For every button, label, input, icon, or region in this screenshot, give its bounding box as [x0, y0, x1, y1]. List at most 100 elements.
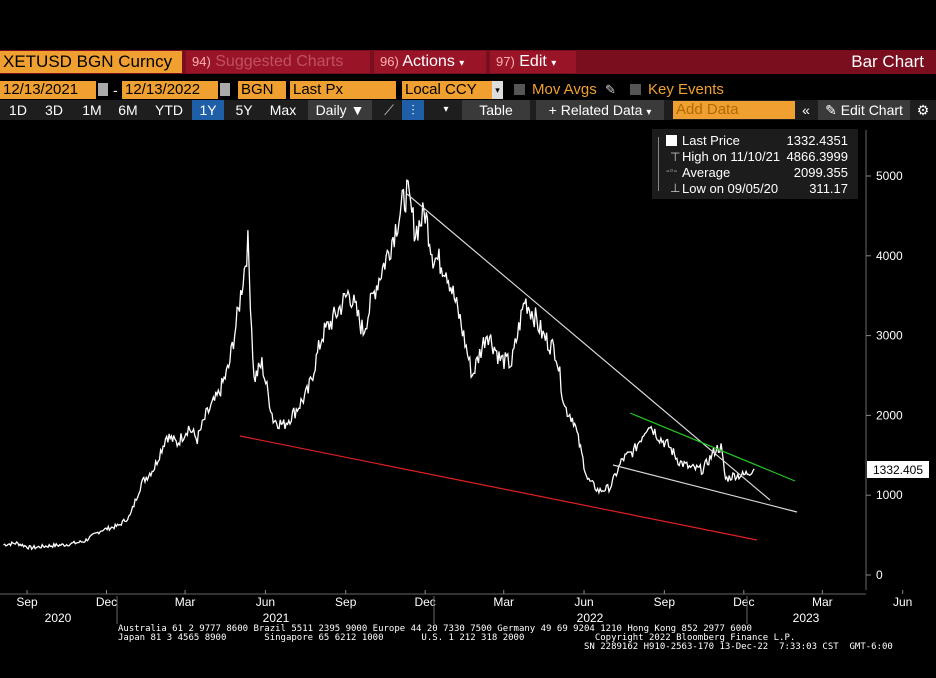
period-button-1y[interactable]: 1Y: [192, 100, 224, 120]
legend-high-label: High on 11/10/21: [682, 149, 781, 164]
calendar-icon[interactable]: [98, 83, 108, 96]
x-year-labels: 2020 2021 2022 2023: [45, 596, 820, 625]
y-tick-label: 4000: [876, 249, 903, 263]
period-button-ytd[interactable]: YTD: [155, 102, 183, 118]
edit-label: Edit: [519, 53, 547, 70]
green-trend-line: [629, 412, 796, 482]
x-year-label: 2020: [45, 611, 72, 625]
x-tick-label: Dec: [414, 595, 435, 609]
mov-avgs-label[interactable]: Mov Avgs: [532, 81, 597, 98]
x-year-label: 2023: [793, 611, 820, 625]
legend-bracket: [658, 137, 665, 191]
x-tick-label: Mar: [812, 595, 833, 609]
last-price-swatch: [666, 135, 677, 146]
chevron-down-icon[interactable]: ▾: [492, 81, 503, 99]
table-button[interactable]: Table: [462, 100, 530, 120]
mov-avgs-checkbox[interactable]: [514, 84, 525, 95]
calendar-icon[interactable]: [220, 83, 230, 96]
last-value-label: 1332.405: [873, 463, 923, 477]
y-tick-label: 5000: [876, 169, 903, 183]
average-marker-icon: -◦-: [666, 165, 678, 177]
pencil-icon: ✎: [825, 102, 837, 118]
x-axis-ticks: Sep Dec Mar Jun Sep Dec Mar Jun Sep Dec Mar Jun: [16, 590, 912, 609]
edit-number: 97): [496, 54, 515, 69]
chevron-down-icon: ▼: [350, 102, 365, 118]
x-tick-label: Jun: [893, 595, 912, 609]
footer-copyright-line: Japan 81 3 4565 8900 Singapore 65 6212 1…: [118, 633, 796, 643]
period-button-5y[interactable]: 5Y: [235, 102, 253, 118]
y-tick-label: 2000: [876, 408, 903, 422]
last-value-box: [867, 461, 929, 478]
gear-icon[interactable]: ⚙: [916, 102, 930, 118]
line-chart-icon[interactable]: ⟋: [384, 102, 394, 118]
chevron-down-icon[interactable]: ▾: [443, 104, 449, 115]
y-tick-label: 0: [876, 568, 883, 582]
chart-legend[interactable]: Last Price 1332.4351 ⊤ High on 11/10/21 …: [652, 129, 858, 199]
legend-low-label: Low on 09/05/20: [682, 181, 779, 196]
x-tick-label: Mar: [175, 595, 196, 609]
legend-last-label: Last Price: [682, 133, 740, 148]
y-tick-label: 3000: [876, 329, 903, 343]
function-header-bar: XETUSD BGN Curncy 94) Suggested Charts 9…: [0, 50, 936, 74]
pencil-icon[interactable]: ✎: [605, 82, 616, 97]
high-marker-icon: ⊤: [670, 150, 681, 164]
suggested-charts-label: Suggested Charts: [215, 53, 344, 70]
key-events-label[interactable]: Key Events: [648, 81, 724, 98]
y-axis-ticks: 0 1000 2000 3000 4000 5000: [866, 169, 903, 582]
start-date-input[interactable]: 12/13/2021: [0, 81, 96, 99]
x-tick-label: Jun: [574, 595, 593, 609]
x-tick-label: Sep: [16, 595, 38, 609]
suggested-charts-number: 94): [192, 54, 211, 69]
end-date-input[interactable]: 12/13/2022: [122, 81, 218, 99]
period-button-1d[interactable]: 1D: [9, 102, 27, 118]
footer-session-line: SN 2289162 H910-2563-170 13-Dec-22 7:33:…: [584, 642, 893, 652]
actions-menu[interactable]: 96) Actions ▾: [374, 51, 486, 73]
related-data-label: + Related Data: [548, 102, 643, 118]
x-year-label: 2022: [577, 611, 604, 625]
low-marker-icon: ⊥: [670, 181, 681, 195]
collapse-icon[interactable]: «: [802, 102, 810, 118]
add-data-input[interactable]: Add Data: [673, 101, 795, 119]
footer-contacts-line: Australia 61 2 9777 8600 Brazil 5511 239…: [118, 624, 752, 634]
chevron-down-icon: ▾: [551, 58, 557, 69]
frequency-select[interactable]: Daily ▼: [308, 100, 372, 120]
x-tick-label: Dec: [733, 595, 754, 609]
legend-high-value: 4866.3999: [786, 149, 848, 164]
x-year-label: 2021: [263, 611, 290, 625]
x-tick-label: Jun: [256, 595, 275, 609]
period-button-max[interactable]: Max: [269, 102, 297, 118]
frequency-label: Daily: [315, 102, 347, 118]
source-input[interactable]: BGN: [238, 81, 286, 99]
date-separator: -: [113, 82, 118, 98]
bar-chart-icon[interactable]: ⫶: [402, 100, 424, 120]
view-title: Bar Chart: [851, 52, 924, 71]
x-tick-label: Dec: [96, 595, 117, 609]
ticker-field[interactable]: XETUSD BGN Curncy: [0, 51, 182, 73]
x-tick-label: Mar: [493, 595, 514, 609]
field-input[interactable]: Last Px: [290, 81, 396, 99]
x-tick-label: Sep: [654, 595, 676, 609]
period-button-3d[interactable]: 3D: [45, 102, 63, 118]
actions-number: 96): [380, 54, 399, 69]
legend-average-label: Average: [682, 165, 731, 180]
period-button-6m[interactable]: 6M: [118, 102, 138, 118]
period-button-1m[interactable]: 1M: [82, 102, 102, 118]
chevron-down-icon: ▾: [646, 107, 652, 118]
edit-chart-button[interactable]: ✎ Edit Chart: [818, 100, 910, 120]
legend-average-value: 2099.355: [793, 165, 848, 180]
related-data-button[interactable]: + Related Data ▾: [536, 100, 664, 120]
legend-last-value: 1332.4351: [786, 133, 848, 148]
chevron-down-icon: ▾: [459, 58, 465, 69]
key-events-checkbox[interactable]: [630, 84, 641, 95]
x-tick-label: Sep: [335, 595, 357, 609]
lower-trend-line: [239, 435, 758, 541]
currency-select[interactable]: Local CCY: [402, 81, 492, 99]
wedge-lower-line: [612, 464, 798, 513]
price-series-line: [3, 179, 755, 551]
chart-toolbar: 1D 3D 1M 6M YTD 1Y 5Y Max Daily ▼ ⟋ ⫶ ▾ …: [0, 100, 936, 120]
upper-trend-line: [406, 193, 771, 501]
edit-menu[interactable]: 97) Edit ▾: [490, 51, 576, 73]
legend-low-value: 311.17: [809, 181, 848, 196]
suggested-charts-menu[interactable]: 94) Suggested Charts: [186, 51, 370, 73]
